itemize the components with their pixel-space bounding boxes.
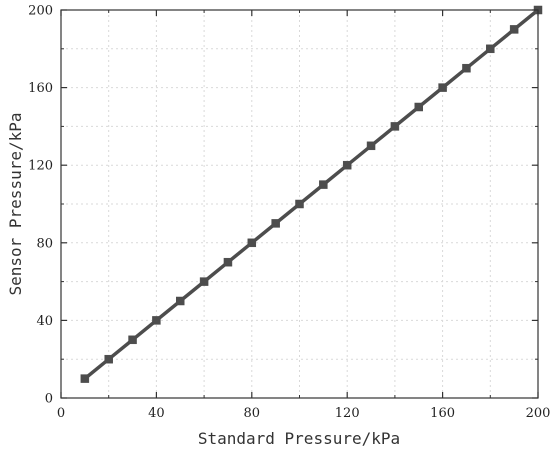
data-point-marker [319,180,328,189]
x-axis-title: Standard Pressure/kPa [198,429,400,448]
data-point-marker [438,83,447,92]
data-point-marker [176,296,185,306]
x-tick-label: 80 [244,406,261,421]
data-point-marker [295,199,304,209]
x-tick-label: 200 [526,406,550,421]
data-point-marker [223,257,233,267]
y-tick-label: 40 [36,314,53,329]
x-tick-label: 40 [148,406,165,421]
data-point-marker [414,102,423,112]
y-axis-title: Sensor Pressure/kPa [6,112,25,295]
x-tick-label: 0 [57,406,65,421]
data-point-marker [342,160,352,170]
y-tick-label: 80 [36,236,53,251]
data-point-marker [128,335,137,345]
y-tick-label: 200 [28,4,53,19]
data-point-marker [509,25,519,34]
data-point-marker [247,238,257,248]
data-point-marker [390,122,400,131]
data-point-marker [152,316,161,325]
x-tick-label: 160 [430,406,455,421]
series-layer [80,5,543,383]
axis-ticks [60,9,539,399]
y-tick-label: 160 [28,81,53,96]
data-point-marker [486,44,495,54]
data-point-marker [271,219,280,228]
data-point-marker [462,63,471,73]
data-point-marker [80,374,90,383]
data-point-marker [366,141,376,151]
y-tick-label: 0 [45,392,53,407]
y-tick-label: 120 [28,159,53,174]
data-point-marker [199,277,209,286]
data-point-marker [104,354,113,364]
x-tick-label: 120 [335,406,360,421]
tick-labels: 0 40 80 120 160 200 0 40 80 120 160 200 [28,4,550,422]
